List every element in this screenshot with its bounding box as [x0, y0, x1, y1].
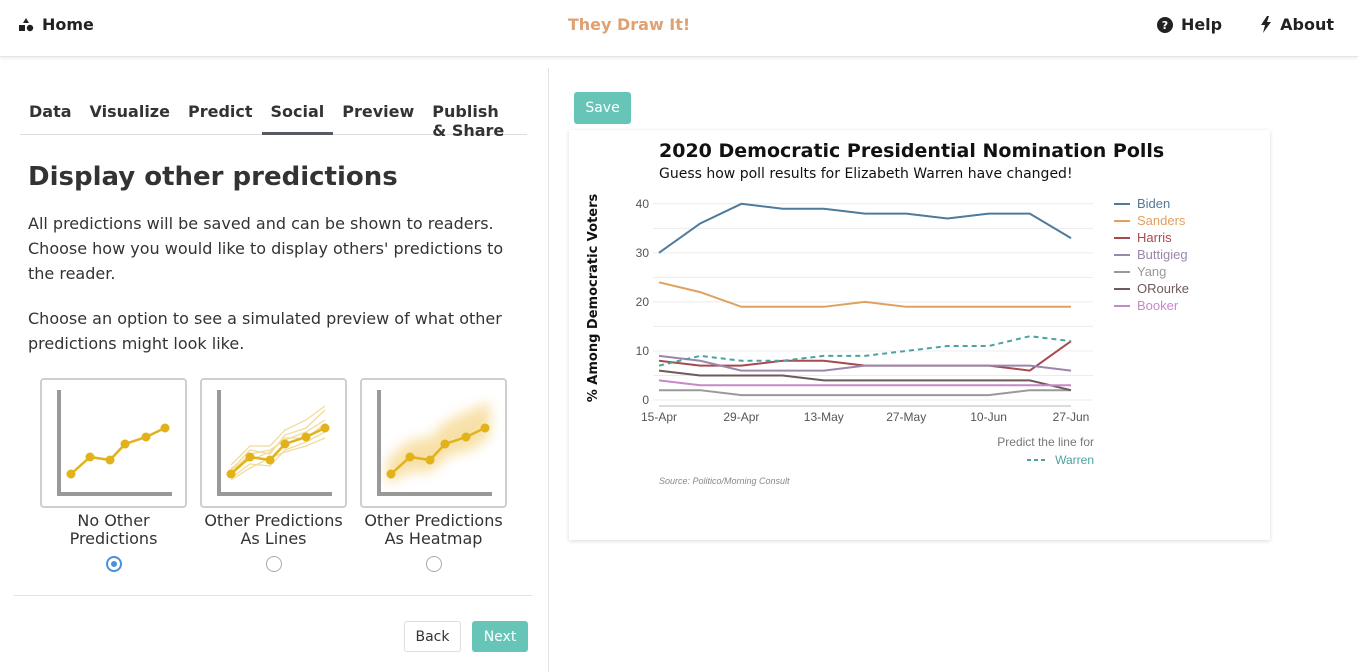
x-tick-label: 27-Jun — [1053, 410, 1090, 424]
x-tick-label: 27-May — [886, 410, 926, 424]
top-nav: Home They Draw It! ? Help About — [0, 0, 1358, 57]
chart-card: 2020 Democratic Presidential Nomination … — [569, 130, 1270, 540]
description-text: All predictions will be saved and can be… — [28, 214, 504, 283]
shapes-icon — [19, 17, 34, 31]
bolt-icon — [1261, 16, 1272, 33]
prediction-line-warren[interactable] — [658, 335, 1072, 367]
legend-label: ORourke — [1137, 281, 1189, 296]
prediction-legend-name: Warren — [1055, 453, 1094, 467]
about-link[interactable]: About — [1260, 15, 1334, 34]
tab-social[interactable]: Social — [261, 98, 334, 135]
radio-no-other-predictions[interactable] — [105, 556, 122, 572]
legend-label: Harris — [1137, 230, 1172, 245]
predict-label: Predict the line for — [997, 435, 1094, 449]
help-link[interactable]: ? Help — [1156, 15, 1223, 34]
section-title: Display other predictions — [28, 162, 398, 192]
y-tick-label: 20 — [636, 295, 650, 309]
y-tick-label: 10 — [636, 344, 650, 358]
preview-thumbnail[interactable] — [40, 378, 187, 508]
chart-subtitle: Guess how poll results for Elizabeth War… — [659, 166, 1073, 182]
legend-label: Yang — [1137, 264, 1166, 279]
y-axis-label: % Among Democratic Voters — [586, 193, 601, 402]
option-predictions-as-lines[interactable]: Other Predictions As Lines — [200, 378, 347, 572]
y-tick-label: 40 — [636, 197, 650, 211]
display-options: No Other Predictions — [40, 378, 507, 572]
tab-predict[interactable]: Predict — [187, 102, 253, 121]
preview-thumbnail[interactable] — [360, 378, 507, 508]
poll-chart[interactable]: 2020 Democratic Presidential Nomination … — [569, 130, 1270, 540]
settings-panel: Data Visualize Predict Social Preview Pu… — [0, 68, 548, 672]
svg-text:?: ? — [1162, 19, 1168, 32]
radio-predictions-as-heatmap[interactable] — [425, 556, 442, 572]
x-tick-label: 15-Apr — [641, 410, 677, 424]
step-tabs: Data Visualize Predict Social Preview Pu… — [20, 98, 527, 140]
chart-title: 2020 Democratic Presidential Nomination … — [659, 140, 1164, 162]
x-tick-label: 13-May — [804, 410, 844, 424]
brand-title: They Draw It! — [567, 15, 691, 34]
heatmap-preview-icon — [377, 390, 492, 496]
series-line-biden — [658, 202, 1072, 254]
next-button[interactable]: Next — [472, 621, 528, 652]
panel-divider — [548, 68, 549, 672]
question-circle-icon: ? — [1156, 16, 1173, 33]
footer-divider — [14, 595, 532, 596]
option-label: Other Predictions As Heatmap — [364, 511, 503, 548]
radio-predictions-as-lines[interactable] — [265, 556, 282, 572]
back-button[interactable]: Back — [404, 621, 461, 652]
y-tick-label: 0 — [642, 393, 649, 407]
series-line-yang — [659, 389, 1071, 397]
preview-thumbnail[interactable] — [200, 378, 347, 508]
series-line-orourke — [658, 369, 1072, 392]
about-label: About — [1280, 15, 1334, 34]
instruction-text: Choose an option to see a simulated prev… — [28, 309, 502, 353]
save-button[interactable]: Save — [574, 92, 631, 124]
series-line-booker — [658, 379, 1071, 387]
tab-publish-share[interactable]: Publish & Share — [432, 102, 505, 140]
option-predictions-as-heatmap[interactable]: Other Predictions As Heatmap — [360, 378, 507, 572]
series-line-buttigieg — [658, 354, 1072, 372]
legend-label: Sanders — [1137, 213, 1186, 228]
tab-data[interactable]: Data — [29, 102, 72, 121]
chart-source: Source: Politico/Morning Consult — [659, 476, 790, 486]
series-line-sanders — [658, 281, 1071, 308]
home-link[interactable]: Home — [18, 15, 94, 34]
legend-label: Booker — [1137, 298, 1179, 313]
legend-label: Biden — [1137, 196, 1170, 211]
tab-visualize[interactable]: Visualize — [89, 102, 170, 121]
help-label: Help — [1180, 15, 1223, 34]
option-label: No Other Predictions — [69, 511, 158, 548]
option-label: Other Predictions As Lines — [204, 511, 343, 548]
y-tick-label: 30 — [636, 246, 650, 260]
no-predictions-preview-icon — [57, 390, 172, 496]
tab-preview[interactable]: Preview — [342, 102, 415, 121]
legend-label: Buttigieg — [1137, 247, 1188, 262]
x-tick-label: 10-Jun — [970, 410, 1007, 424]
lines-preview-icon — [217, 390, 332, 496]
option-no-other-predictions[interactable]: No Other Predictions — [40, 378, 187, 572]
x-tick-label: 29-Apr — [723, 410, 759, 424]
home-label: Home — [42, 15, 94, 34]
